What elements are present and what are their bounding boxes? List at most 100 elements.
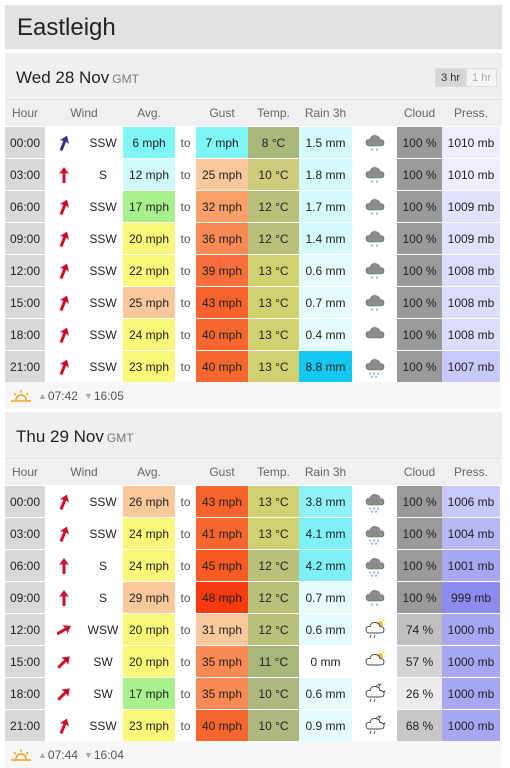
sunrise-icon bbox=[11, 748, 31, 761]
wind-direction-arrow-icon bbox=[45, 191, 83, 222]
cloud-cell: 26 % bbox=[397, 678, 442, 709]
hour-cell: 00:00 bbox=[5, 127, 45, 158]
wind-direction-arrow-icon bbox=[45, 127, 83, 158]
wind-direction: SW bbox=[93, 654, 113, 669]
wind-direction-arrow-icon bbox=[45, 486, 83, 517]
temperature-cell: 11 °C bbox=[248, 646, 299, 677]
wind-avg-cell: 20 mph bbox=[123, 614, 175, 645]
wind-direction-arrow-icon bbox=[45, 550, 83, 581]
wind-direction: SSW bbox=[89, 263, 117, 278]
temperature-cell: 10 °C bbox=[248, 159, 299, 190]
sunset-arrow-icon: ▼ bbox=[83, 390, 93, 401]
wind-avg-cell: 6 mph bbox=[123, 127, 175, 158]
sunset-time: 16:05 bbox=[93, 388, 124, 403]
day-block: Wed 28 Nov GMT 3 hr 1 hr Hour Wind Avg. G… bbox=[5, 53, 502, 409]
wind-gust-cell: 40 mph bbox=[196, 351, 248, 382]
rain-cloud-icon bbox=[352, 127, 397, 158]
hour-cell: 03:00 bbox=[5, 518, 45, 549]
wind-direction-arrow-icon bbox=[45, 223, 83, 254]
hour-cell: 15:00 bbox=[5, 287, 45, 318]
temperature-cell: 13 °C bbox=[248, 287, 299, 318]
moon-cloud-rain-icon bbox=[352, 678, 397, 709]
wind-gust-cell: 43 mph bbox=[196, 287, 248, 318]
cloud-cell: 100 % bbox=[397, 550, 442, 581]
wind-direction-arrow-icon bbox=[45, 255, 83, 286]
rain-cell: 1.7 mm bbox=[299, 191, 352, 222]
pressure-cell: 1006 mb bbox=[442, 486, 500, 517]
wind-direction: SSW bbox=[89, 231, 117, 246]
pressure-cell: 999 mb bbox=[442, 582, 500, 613]
wind-direction-arrow-icon bbox=[45, 319, 83, 350]
wind-avg-cell: 17 mph bbox=[123, 678, 175, 709]
rain-cell: 4.1 mm bbox=[299, 518, 352, 549]
cloud-cell: 100 % bbox=[397, 255, 442, 286]
to-label: to bbox=[180, 686, 191, 701]
wind-avg-cell: 23 mph bbox=[123, 710, 175, 741]
sun-times-row: ▲ 07:44 ▼ 16:04 bbox=[5, 741, 502, 768]
wind-gust-cell: 43 mph bbox=[196, 486, 248, 517]
moon-cloud-rain-icon bbox=[352, 710, 397, 741]
wind-avg-cell: 24 mph bbox=[123, 518, 175, 549]
to-label: to bbox=[180, 199, 191, 214]
to-label: to bbox=[180, 135, 191, 150]
cloud-cell: 100 % bbox=[397, 518, 442, 549]
cloud-cell: 100 % bbox=[397, 287, 442, 318]
wind-avg-cell: 20 mph bbox=[123, 646, 175, 677]
forecast-row: 09:00 SSW 20 mph to 36 mph 12 °C 1.4 mm 100 % 10… bbox=[5, 222, 502, 254]
sunrise-time: 07:42 bbox=[47, 388, 78, 403]
heavy-rain-cloud-icon bbox=[352, 486, 397, 517]
heavy-rain-cloud-icon bbox=[352, 550, 397, 581]
temperature-cell: 13 °C bbox=[248, 518, 299, 549]
location-header: Eastleigh bbox=[5, 5, 502, 49]
to-label: to bbox=[180, 654, 191, 669]
wind-direction-arrow-icon bbox=[45, 710, 83, 741]
sun-cloud-icon bbox=[352, 646, 397, 677]
rain-cell: 8.8 mm bbox=[299, 351, 352, 382]
avg-header: Avg. bbox=[137, 106, 161, 120]
to-label: to bbox=[180, 526, 191, 541]
wind-direction-arrow-icon bbox=[45, 518, 83, 549]
pressure-header: Press. bbox=[453, 106, 488, 120]
cloud-cell: 100 % bbox=[397, 351, 442, 382]
pressure-cell: 1009 mb bbox=[442, 191, 500, 222]
wind-direction: SSW bbox=[89, 718, 117, 733]
cloud-cell: 100 % bbox=[397, 191, 442, 222]
pressure-cell: 1000 mb bbox=[442, 710, 500, 741]
wind-direction: S bbox=[98, 590, 107, 605]
hour-cell: 06:00 bbox=[5, 191, 45, 222]
wind-gust-cell: 39 mph bbox=[196, 255, 248, 286]
wind-direction: SW bbox=[93, 686, 113, 701]
temperature-cell: 12 °C bbox=[248, 550, 299, 581]
wind-direction-arrow-icon bbox=[45, 614, 83, 645]
toggle-3hr-button[interactable]: 3 hr bbox=[435, 68, 467, 87]
to-label: to bbox=[180, 359, 191, 374]
hour-cell: 12:00 bbox=[5, 255, 45, 286]
rain-cell: 0.6 mm bbox=[299, 255, 352, 286]
wind-gust-cell: 35 mph bbox=[196, 646, 248, 677]
pressure-cell: 1000 mb bbox=[442, 678, 500, 709]
wind-gust-cell: 25 mph bbox=[196, 159, 248, 190]
rain-cell: 0.4 mm bbox=[299, 319, 352, 350]
hour-cell: 00:00 bbox=[5, 486, 45, 517]
hour-cell: 06:00 bbox=[5, 550, 45, 581]
wind-avg-cell: 25 mph bbox=[123, 287, 175, 318]
sunset-arrow-icon: ▼ bbox=[83, 749, 93, 760]
wind-avg-cell: 29 mph bbox=[123, 582, 175, 613]
forecast-row: 09:00 S 29 mph to 48 mph 12 °C 0.7 mm 100 % 999 … bbox=[5, 581, 502, 613]
column-header-row: Hour Wind Avg. Gust Temp. Rain 3h Cloud … bbox=[5, 100, 502, 126]
forecast-row: 18:00 SSW 24 mph to 40 mph 13 °C 0.4 mm 100 % 10… bbox=[5, 318, 502, 350]
forecast-row: 06:00 SSW 17 mph to 32 mph 12 °C 1.7 mm 100 % 10… bbox=[5, 190, 502, 222]
hour-cell: 18:00 bbox=[5, 678, 45, 709]
hour-cell: 03:00 bbox=[5, 159, 45, 190]
temperature-cell: 10 °C bbox=[248, 678, 299, 709]
rain-cell: 3.8 mm bbox=[299, 486, 352, 517]
forecast-row: 21:00 SSW 23 mph to 40 mph 13 °C 8.8 mm 100 % 10… bbox=[5, 350, 502, 382]
toggle-1hr-button[interactable]: 1 hr bbox=[466, 68, 497, 87]
wind-gust-cell: 40 mph bbox=[196, 710, 248, 741]
column-header-row: Hour Wind Avg. Gust Temp. Rain 3h Cloud … bbox=[5, 459, 502, 485]
cloud-icon bbox=[352, 319, 397, 350]
wind-gust-cell: 7 mph bbox=[196, 127, 248, 158]
rain-cell: 0.6 mm bbox=[299, 614, 352, 645]
cloud-cell: 68 % bbox=[397, 710, 442, 741]
